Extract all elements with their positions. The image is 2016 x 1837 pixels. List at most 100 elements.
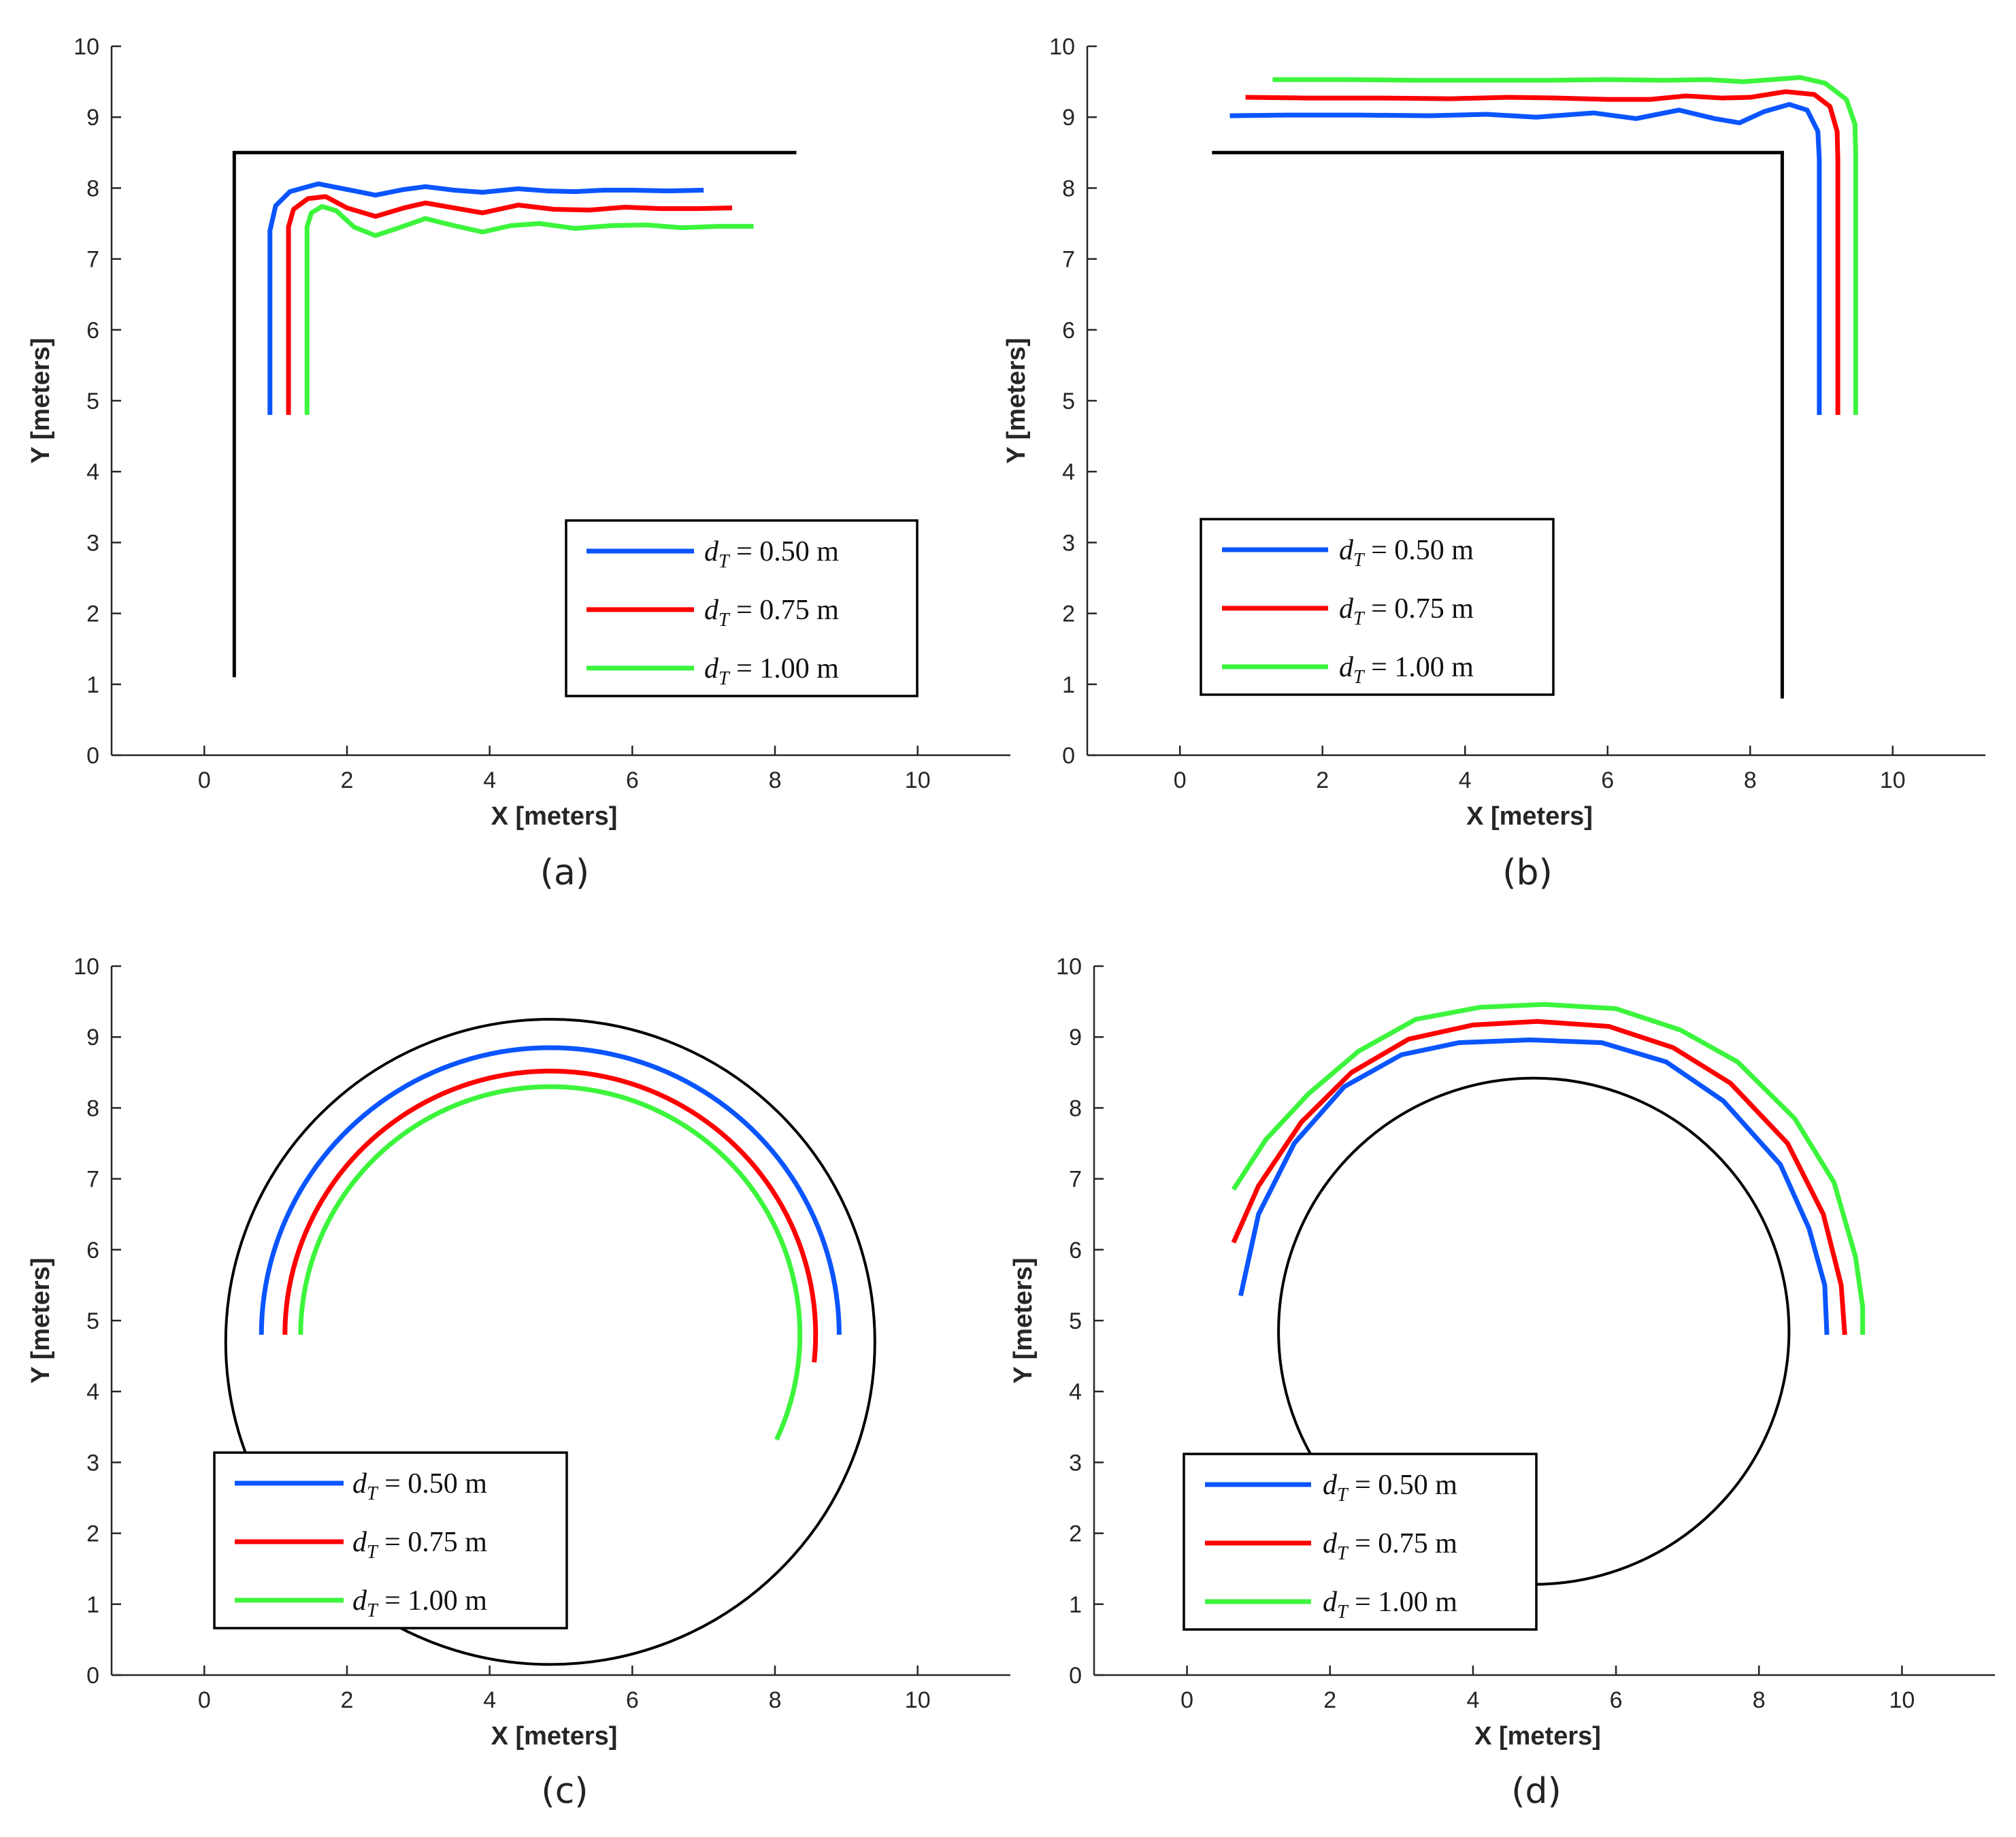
chart-panel-1: 0 1 2 3 4 5 6 7 8 9 10 0 2 4 6 8 10 X [meters] Y [meters] (… — [27, 34, 1010, 893]
legend-sub: T — [1337, 1485, 1349, 1506]
x-axis-label: X [meters] — [1466, 802, 1593, 831]
y-tick-label: 9 — [86, 1025, 99, 1050]
legend-var: d — [704, 536, 719, 567]
legend-sub: T — [1353, 667, 1366, 688]
x-tick-label: 4 — [483, 1687, 496, 1713]
y-tick-label: 4 — [1062, 459, 1075, 485]
y-tick-label: 0 — [86, 743, 99, 769]
legend-rest: = 1.00 m — [729, 653, 840, 684]
y-tick-label: 6 — [1062, 318, 1075, 344]
x-tick-label: 0 — [1180, 1687, 1193, 1713]
x-axis-label: X [meters] — [491, 802, 618, 831]
legend-entry-label: dT = 1.00 m — [1323, 1587, 1457, 1623]
y-tick-label: 1 — [86, 672, 99, 698]
legend-sub: T — [367, 1600, 379, 1621]
legend-entry-label: dT = 0.50 m — [1323, 1470, 1457, 1506]
y-axis-label: Y [meters] — [1002, 337, 1031, 463]
legend-sub: T — [367, 1483, 379, 1504]
x-tick-label: 8 — [769, 767, 782, 793]
y-tick-label: 4 — [86, 1379, 99, 1405]
legend-rest: = 0.50 m — [378, 1468, 488, 1500]
y-tick-label: 2 — [86, 601, 99, 627]
y-tick-label: 6 — [1069, 1238, 1082, 1263]
wall-path — [1212, 150, 1784, 699]
y-tick-label: 4 — [86, 459, 99, 485]
wall-path — [232, 150, 797, 678]
series-line-red — [286, 194, 733, 415]
y-tick-label: 9 — [1069, 1025, 1082, 1050]
legend-entry-label: dT = 0.75 m — [1323, 1528, 1457, 1564]
series-line-green — [1272, 75, 1858, 415]
legend-var: d — [704, 653, 719, 684]
y-tick-label: 8 — [1069, 1095, 1082, 1121]
y-tick-label: 7 — [1069, 1167, 1082, 1193]
series-line-green — [304, 203, 754, 415]
y-axis-label: Y [meters] — [27, 337, 55, 463]
y-tick-label: 8 — [86, 1095, 99, 1121]
y-tick-label: 0 — [86, 1663, 99, 1689]
series-line-green — [1231, 1002, 1866, 1335]
x-tick-label: 2 — [1323, 1687, 1336, 1713]
series-line-blue — [267, 181, 704, 415]
legend-rest: = 1.00 m — [1364, 652, 1474, 683]
x-tick-label: 2 — [1316, 767, 1329, 793]
legend-entry-label: dT = 1.00 m — [1339, 652, 1474, 688]
y-axis-label: Y [meters] — [27, 1257, 55, 1383]
y-tick-label: 1 — [86, 1592, 99, 1618]
legend-rest: = 0.75 m — [378, 1527, 488, 1558]
series-line-red — [282, 1068, 819, 1363]
panel-caption: (c) — [541, 1771, 588, 1812]
x-tick-label: 6 — [626, 767, 639, 793]
x-tick-label: 10 — [1889, 1687, 1915, 1713]
legend-rest: = 0.50 m — [1348, 1470, 1458, 1501]
x-tick-label: 10 — [1880, 767, 1906, 793]
x-tick-label: 0 — [198, 1687, 211, 1713]
y-tick-label: 2 — [1069, 1521, 1082, 1547]
panel-caption: (b) — [1502, 853, 1553, 893]
legend-rest: = 0.75 m — [1364, 593, 1474, 625]
legend-var: d — [1323, 1470, 1338, 1501]
legend-entry-label: dT = 1.00 m — [704, 653, 839, 689]
legend-var: d — [704, 595, 719, 626]
legend-sub: T — [1353, 550, 1366, 571]
legend-var: d — [352, 1527, 367, 1558]
y-tick-label: 4 — [1069, 1379, 1082, 1405]
y-tick-label: 9 — [86, 105, 99, 131]
y-tick-label: 9 — [1062, 105, 1075, 131]
legend-sub: T — [1337, 1602, 1349, 1623]
y-tick-label: 3 — [86, 1450, 99, 1476]
x-tick-label: 6 — [626, 1687, 639, 1713]
y-tick-label: 0 — [1069, 1663, 1082, 1689]
y-tick-label: 3 — [1069, 1450, 1082, 1476]
x-tick-label: 4 — [483, 767, 496, 793]
y-tick-label: 3 — [1062, 530, 1075, 556]
x-tick-label: 4 — [1466, 1687, 1479, 1713]
x-tick-label: 2 — [341, 1687, 354, 1713]
y-axis-label: Y [meters] — [1009, 1257, 1038, 1383]
series-line-red — [1231, 1019, 1847, 1336]
x-tick-label: 8 — [1744, 767, 1757, 793]
y-tick-label: 10 — [73, 34, 99, 60]
y-tick-label: 10 — [1056, 954, 1082, 980]
legend-entry-label: dT = 1.00 m — [352, 1585, 487, 1621]
y-tick-label: 6 — [86, 1238, 99, 1263]
x-tick-label: 6 — [1610, 1687, 1623, 1713]
x-tick-label: 6 — [1601, 767, 1614, 793]
legend-sub: T — [718, 610, 731, 631]
legend-rest: = 1.00 m — [1348, 1587, 1458, 1618]
legend-sub: T — [718, 668, 731, 689]
series-line-blue — [259, 1045, 842, 1335]
legend-entry-label: dT = 0.50 m — [704, 536, 839, 572]
legend-sub: T — [367, 1542, 379, 1563]
series-line-blue — [1238, 1037, 1830, 1335]
legend-entry-label: dT = 0.50 m — [1339, 535, 1474, 571]
legend-rest: = 0.75 m — [729, 595, 840, 626]
y-tick-label: 8 — [86, 176, 99, 201]
x-tick-label: 8 — [1753, 1687, 1766, 1713]
legend: dT = 0.50 mdT = 0.75 mdT = 1.00 m — [213, 1451, 568, 1629]
legend-sub: T — [718, 551, 731, 572]
y-tick-label: 5 — [1062, 388, 1075, 414]
y-tick-label: 10 — [1049, 34, 1075, 60]
x-axis-label: X [meters] — [491, 1722, 618, 1751]
